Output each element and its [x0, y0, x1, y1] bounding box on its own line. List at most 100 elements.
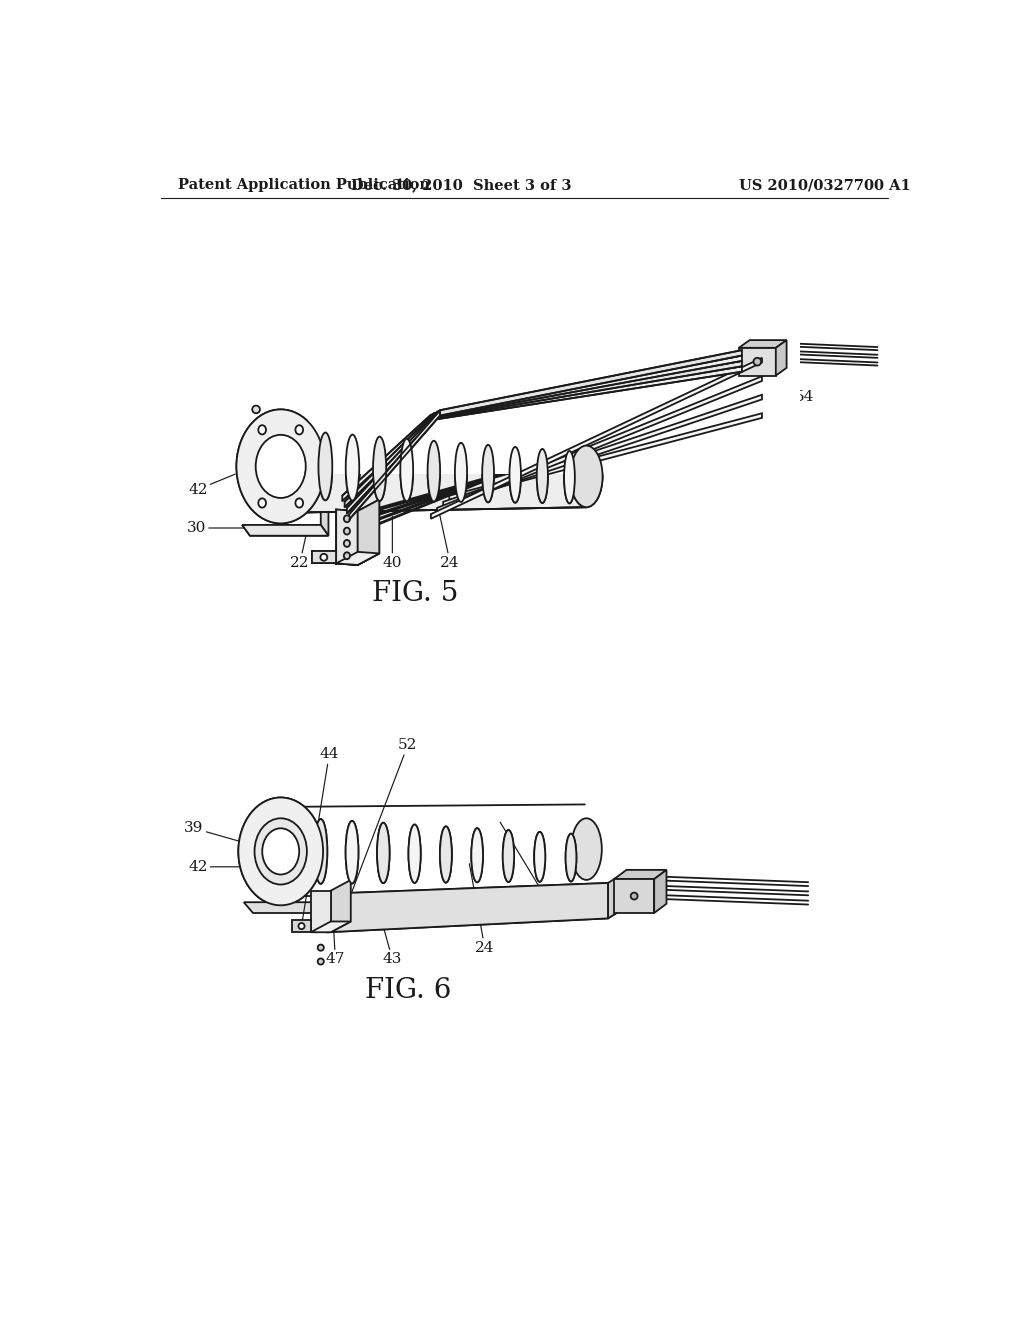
Text: 47: 47	[326, 906, 345, 966]
Polygon shape	[243, 525, 329, 536]
Ellipse shape	[344, 540, 350, 546]
Ellipse shape	[565, 834, 577, 882]
Ellipse shape	[344, 552, 350, 560]
Polygon shape	[450, 413, 762, 500]
Ellipse shape	[346, 821, 358, 883]
Polygon shape	[339, 536, 350, 540]
Ellipse shape	[537, 449, 548, 503]
Ellipse shape	[237, 409, 325, 524]
Text: 43: 43	[377, 904, 402, 966]
Ellipse shape	[537, 449, 548, 503]
Ellipse shape	[471, 828, 483, 882]
Ellipse shape	[262, 829, 299, 875]
Polygon shape	[310, 921, 351, 932]
Polygon shape	[434, 360, 742, 418]
Ellipse shape	[255, 818, 307, 884]
Polygon shape	[654, 870, 667, 913]
Ellipse shape	[346, 434, 359, 500]
Ellipse shape	[317, 958, 324, 965]
Ellipse shape	[482, 445, 494, 503]
Ellipse shape	[295, 499, 303, 508]
Polygon shape	[321, 399, 329, 536]
Ellipse shape	[428, 441, 440, 502]
Ellipse shape	[503, 830, 514, 882]
Ellipse shape	[314, 818, 328, 884]
Ellipse shape	[258, 499, 266, 508]
Polygon shape	[244, 903, 329, 913]
Text: 24: 24	[469, 863, 495, 954]
Ellipse shape	[295, 425, 303, 434]
Ellipse shape	[317, 945, 324, 950]
Ellipse shape	[409, 825, 421, 883]
Ellipse shape	[570, 446, 602, 507]
Ellipse shape	[373, 437, 386, 502]
Text: FIG. 5: FIG. 5	[373, 579, 459, 607]
Polygon shape	[336, 549, 347, 553]
Ellipse shape	[258, 425, 266, 434]
Polygon shape	[443, 395, 762, 507]
Text: 42: 42	[188, 859, 243, 874]
Polygon shape	[327, 911, 621, 932]
Ellipse shape	[440, 826, 452, 883]
Polygon shape	[614, 870, 667, 879]
Ellipse shape	[510, 447, 521, 503]
Text: 40: 40	[383, 516, 402, 570]
Ellipse shape	[344, 528, 350, 535]
Text: 54: 54	[783, 360, 814, 404]
Text: 50: 50	[500, 822, 561, 913]
Polygon shape	[311, 552, 336, 564]
Ellipse shape	[321, 554, 328, 561]
Ellipse shape	[344, 540, 350, 546]
Ellipse shape	[377, 822, 389, 883]
Polygon shape	[349, 411, 440, 520]
Polygon shape	[310, 891, 331, 932]
Ellipse shape	[377, 822, 389, 883]
Text: 39: 39	[184, 821, 261, 847]
Ellipse shape	[754, 358, 761, 366]
Polygon shape	[296, 420, 587, 512]
Polygon shape	[336, 552, 379, 565]
Ellipse shape	[237, 409, 325, 524]
Ellipse shape	[428, 441, 440, 502]
Polygon shape	[331, 880, 351, 932]
Polygon shape	[292, 920, 310, 932]
Ellipse shape	[256, 434, 306, 498]
Polygon shape	[307, 335, 801, 474]
Ellipse shape	[295, 425, 303, 434]
Ellipse shape	[321, 554, 328, 561]
Ellipse shape	[344, 515, 350, 523]
Text: 44: 44	[301, 747, 339, 927]
Ellipse shape	[471, 828, 483, 882]
Text: US 2010/0327700 A1: US 2010/0327700 A1	[739, 178, 910, 193]
Ellipse shape	[503, 830, 514, 882]
Ellipse shape	[373, 437, 386, 502]
Ellipse shape	[258, 499, 266, 508]
Polygon shape	[341, 531, 351, 535]
Ellipse shape	[318, 433, 333, 500]
Ellipse shape	[252, 405, 260, 413]
Ellipse shape	[400, 438, 413, 502]
Polygon shape	[311, 552, 336, 564]
Polygon shape	[347, 412, 437, 513]
Text: FIG. 6: FIG. 6	[365, 977, 451, 1003]
Polygon shape	[336, 510, 357, 565]
Ellipse shape	[482, 445, 494, 503]
Text: 52: 52	[340, 738, 418, 923]
Polygon shape	[327, 883, 608, 932]
Ellipse shape	[295, 499, 303, 508]
Ellipse shape	[344, 515, 350, 523]
Polygon shape	[338, 543, 348, 546]
Ellipse shape	[400, 438, 413, 502]
Ellipse shape	[239, 797, 323, 906]
Ellipse shape	[318, 433, 333, 500]
Text: Patent Application Publication: Patent Application Publication	[178, 178, 430, 193]
Ellipse shape	[535, 832, 545, 882]
Polygon shape	[437, 355, 742, 417]
Polygon shape	[608, 875, 621, 919]
Polygon shape	[336, 552, 379, 565]
Ellipse shape	[455, 442, 467, 502]
Polygon shape	[739, 341, 786, 348]
Ellipse shape	[262, 829, 299, 875]
Ellipse shape	[510, 447, 521, 503]
Ellipse shape	[314, 818, 328, 884]
